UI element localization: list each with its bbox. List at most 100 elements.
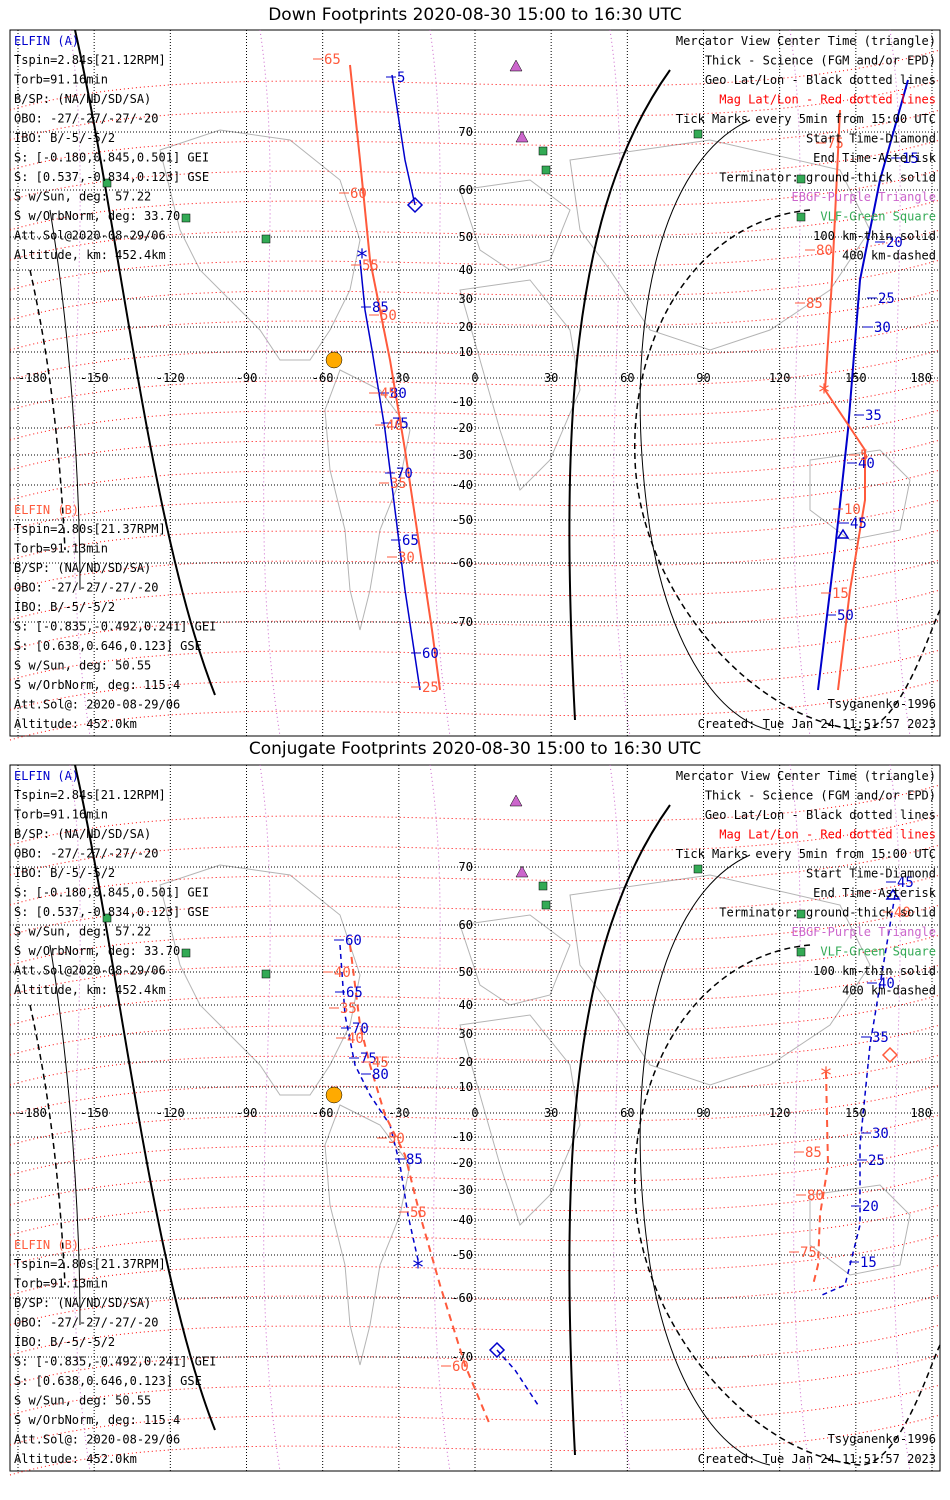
lat-tick-label: 10 xyxy=(459,345,473,359)
europe-outline xyxy=(459,914,571,1006)
lat-tick-label: 50 xyxy=(459,965,473,979)
vlf-station-marker xyxy=(796,909,806,919)
track-time-label: 75 xyxy=(392,416,409,432)
lat-tick-label: 40 xyxy=(459,998,473,1012)
elfin-b-info-line: IBO: B/-5/-5/2 xyxy=(14,600,115,614)
legend-entry: Terminator: ground-thick solid xyxy=(719,171,936,185)
elfin-a-info-line: Tspin=2.84s[21.12RPM] xyxy=(14,788,166,802)
track-time-label: 25 xyxy=(878,291,895,307)
mag-lat-line xyxy=(9,619,941,681)
down-panel-title: Down Footprints 2020-08-30 15:00 to 16:3… xyxy=(268,5,682,25)
mag-lat-line xyxy=(9,499,941,561)
legend-entry: Terminator: ground-thick solid xyxy=(719,906,936,920)
lon-tick-label: 180 xyxy=(910,1106,932,1120)
mag-lat-line xyxy=(9,1174,941,1236)
mag-lat-line xyxy=(9,814,941,876)
legend-entry: End Time-Asterisk xyxy=(813,151,937,165)
elfin-a-info-line: S: [-0.180,0.845,0.501] GEI xyxy=(14,886,209,900)
elfin-b-info-line: S w/Sun, deg: 50.55 xyxy=(14,659,151,673)
lat-tick-label: 10 xyxy=(459,1080,473,1094)
geo-latlon-grid xyxy=(10,765,940,1471)
legend-entry: VLF-Green Square xyxy=(820,210,936,224)
legend-entry: EBGF-Purple Triangle xyxy=(792,190,937,204)
mag-latlon-grid xyxy=(9,49,941,741)
elfin-info-blocks: ELFIN (A) Tspin=2.84s[21.12RPM] Torb=91.16… xyxy=(14,769,216,1466)
track-time-label: 5 xyxy=(397,70,405,86)
lon-tick-label: 120 xyxy=(769,371,791,385)
mag-lat-line xyxy=(9,1084,941,1146)
mag-lon-line xyxy=(889,764,911,1472)
mag-lat-line xyxy=(9,199,941,261)
elfin-b-info-line: S: [-0.835,-0.492,0.241] GEI xyxy=(14,620,216,634)
mag-lat-line xyxy=(9,1354,941,1416)
mag-lon-grid xyxy=(69,764,911,1472)
mag-lat-line xyxy=(9,649,941,711)
vlf-station-marker xyxy=(181,213,191,223)
vlf-station-marker xyxy=(541,165,551,175)
terminator-400km-east xyxy=(634,944,941,1466)
model-name: Tsyganenko-1996 xyxy=(828,697,936,711)
lon-tick-label: 30 xyxy=(544,1106,558,1120)
north-america-outline xyxy=(159,129,361,361)
mag-lat-line xyxy=(9,409,941,471)
ebgf-station-marker xyxy=(509,59,523,72)
lat-tick-label: -70 xyxy=(451,1350,473,1364)
lat-tick-label: -40 xyxy=(451,1213,473,1227)
created-timestamp: Created: Tue Jan 24 11:51:57 2023 xyxy=(698,1452,936,1466)
legend-entry: 100 km-thin solid xyxy=(813,964,936,978)
track-time-label: 80 xyxy=(372,1067,389,1083)
lon-tick-label: -180 xyxy=(18,1106,47,1120)
lon-tick-label: -120 xyxy=(156,371,185,385)
legend-entry: Mag Lat/Lon - Red dotted lines xyxy=(719,828,936,842)
track-time-label: 85 xyxy=(805,1145,822,1161)
track-time-label: 65 xyxy=(346,985,363,1001)
africa-outline xyxy=(459,1014,581,1226)
mag-lat-line xyxy=(9,109,941,171)
track-time-label: 45 xyxy=(850,516,867,532)
africa-outline xyxy=(459,279,581,491)
vlf-station-marker xyxy=(102,178,112,188)
lon-tick-label: -150 xyxy=(80,371,109,385)
lon-tick-label: -90 xyxy=(236,1106,258,1120)
end-time-asterisk: * xyxy=(819,1064,832,1089)
elfin-b-info-line: S w/Sun, deg: 50.55 xyxy=(14,1394,151,1408)
elfin-a-info-line: OBO: -27/-27/-27/-20 xyxy=(14,112,159,126)
track-time-label: 50 xyxy=(380,308,397,324)
lon-tick-label: 150 xyxy=(845,371,867,385)
track-time-label: 60 xyxy=(422,646,439,662)
lon-tick-label: 0 xyxy=(471,1106,478,1120)
ebgf-station-marker xyxy=(515,130,529,143)
created-timestamp: Created: Tue Jan 24 11:51:57 2023 xyxy=(698,717,936,731)
track-time-label: 75 xyxy=(360,1051,377,1067)
track-time-label: 75 xyxy=(827,136,844,152)
elfin-a-info-line: IBO: B/-5/-5/2 xyxy=(14,131,115,145)
mag-lat-line xyxy=(9,1144,941,1206)
elfin-b-info-line: Att.Sol@: 2020-08-29/06 xyxy=(14,698,180,712)
track-time-label: 20 xyxy=(862,1199,879,1215)
vlf-station-marker xyxy=(538,146,548,156)
track-time-label: 25 xyxy=(422,680,439,696)
map-panel-conj: -180 -150 -120 -90 -60 -30 0 30 60 90 120 150 180 70 6… xyxy=(9,764,941,1476)
elfin-a-info-line: S w/Sun, deg: 57.22 xyxy=(14,925,151,939)
subsolar-sun-marker xyxy=(325,351,343,369)
track-time-label: 60 xyxy=(350,186,367,202)
elfin-b-info-line: Torb=91.13min xyxy=(14,1277,108,1291)
subsolar-sun-marker xyxy=(325,1086,343,1104)
asia-outline xyxy=(569,874,871,1086)
mag-lat-line xyxy=(9,439,941,501)
elfin-a-track-main xyxy=(339,944,419,1261)
elfin-a-info-line: Torb=91.16min xyxy=(14,808,108,822)
mag-lat-line xyxy=(9,1384,941,1446)
footprint-tracks xyxy=(349,64,909,691)
vlf-station-marker xyxy=(538,881,548,891)
elfin-a-info-line: Tspin=2.84s[21.12RPM] xyxy=(14,53,166,67)
ebgf-station-marker xyxy=(515,865,529,878)
terminator xyxy=(29,29,941,731)
elfin-a-info-line: Altitude, km: 452.4km xyxy=(14,983,166,997)
mag-lon-line xyxy=(259,29,281,737)
elfin-a-info-line: Altitude, km: 452.4km xyxy=(14,248,166,262)
elfin-a-track-main xyxy=(359,259,421,691)
vlf-station-marker xyxy=(693,129,703,139)
lon-tick-label: 120 xyxy=(769,1106,791,1120)
legend-entry: 100 km-thin solid xyxy=(813,229,936,243)
